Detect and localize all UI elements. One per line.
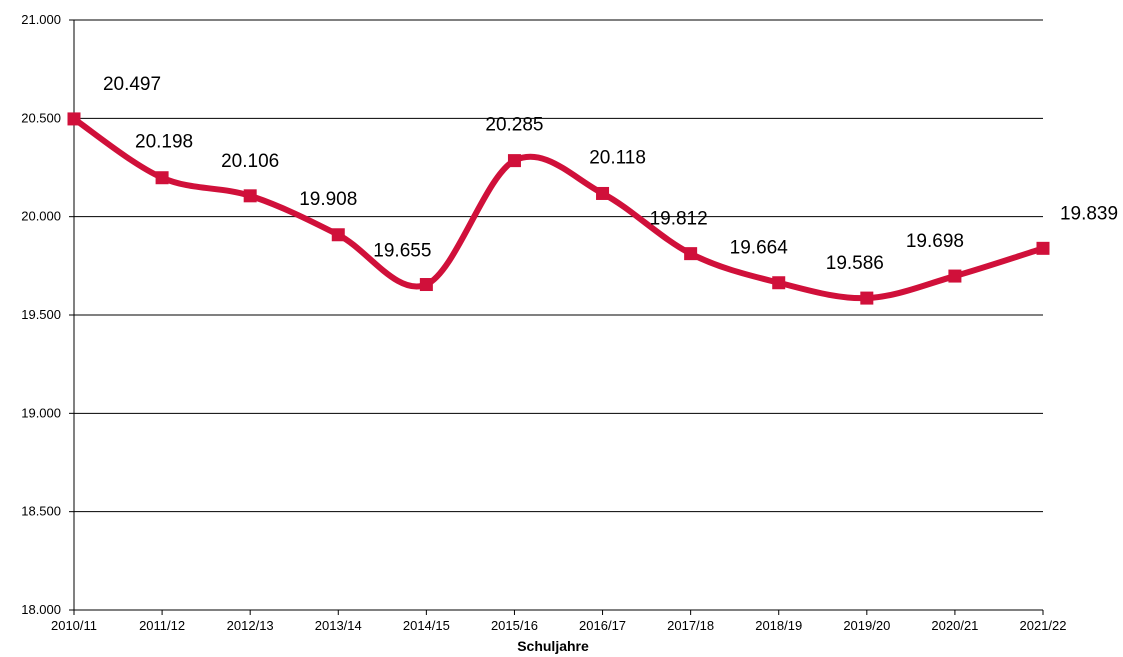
data-label: 20.497 xyxy=(103,74,161,95)
data-label: 20.198 xyxy=(135,132,193,153)
data-label: 20.106 xyxy=(221,151,279,172)
data-point-marker xyxy=(684,247,698,261)
data-point-marker xyxy=(243,189,257,203)
y-tick-label: 19.500 xyxy=(21,307,61,322)
x-tick-label: 2019/20 xyxy=(843,618,890,633)
x-tick-label: 2017/18 xyxy=(667,618,714,633)
data-point-marker xyxy=(67,112,81,126)
data-point-marker xyxy=(331,228,345,242)
x-tick-label: 2013/14 xyxy=(315,618,362,633)
y-tick-label: 19.000 xyxy=(21,405,61,420)
data-label: 19.698 xyxy=(906,231,964,252)
data-label: 19.655 xyxy=(373,241,431,262)
grid-lines xyxy=(69,19,1044,615)
data-point-marker xyxy=(948,269,962,283)
data-label: 19.586 xyxy=(826,253,884,274)
data-point-marker xyxy=(1036,241,1050,255)
series-layer xyxy=(67,112,1050,305)
x-tick-label: 2012/13 xyxy=(227,618,274,633)
y-tick-labels: 18.000 18.500 19.000 19.500 20.000 20.500 21.0… xyxy=(21,12,61,617)
data-point-marker xyxy=(419,278,433,292)
y-tick-label: 21.000 xyxy=(21,12,61,27)
y-tick-label: 18.500 xyxy=(21,504,61,519)
y-tick-label: 20.500 xyxy=(21,110,61,125)
data-point-marker xyxy=(155,171,169,185)
data-label: 19.839 xyxy=(1060,203,1118,224)
series-line xyxy=(71,115,1046,302)
x-tick-label: 2020/21 xyxy=(931,618,978,633)
data-label: 20.118 xyxy=(589,147,646,168)
data-label: 19.908 xyxy=(299,189,357,210)
data-labels: 20.497 20.198 20.106 19.908 19.655 20.285 20.1… xyxy=(103,74,1118,274)
x-tick-label: 2021/22 xyxy=(1020,618,1067,633)
data-label: 20.285 xyxy=(485,115,543,136)
y-tick-label: 18.000 xyxy=(21,602,61,617)
x-axis-title: Schuljahre xyxy=(517,638,589,654)
data-point-marker xyxy=(772,276,786,290)
data-point-marker xyxy=(860,291,874,305)
x-tick-label: 2015/16 xyxy=(491,618,538,633)
data-point-marker xyxy=(596,186,610,200)
data-label: 19.812 xyxy=(650,209,708,230)
data-label: 19.664 xyxy=(730,238,789,259)
x-tick-label: 2010/11 xyxy=(51,618,97,633)
x-tick-label: 2011/12 xyxy=(139,618,185,633)
x-tick-label: 2016/17 xyxy=(579,618,626,633)
x-tick-labels: 2010/11 2011/12 2012/13 2013/14 2014/15 2015/… xyxy=(51,618,1067,633)
x-tick-label: 2014/15 xyxy=(403,618,450,633)
x-tick-label: 2018/19 xyxy=(755,618,802,633)
y-tick-label: 20.000 xyxy=(21,209,61,224)
data-point-marker xyxy=(507,154,521,168)
